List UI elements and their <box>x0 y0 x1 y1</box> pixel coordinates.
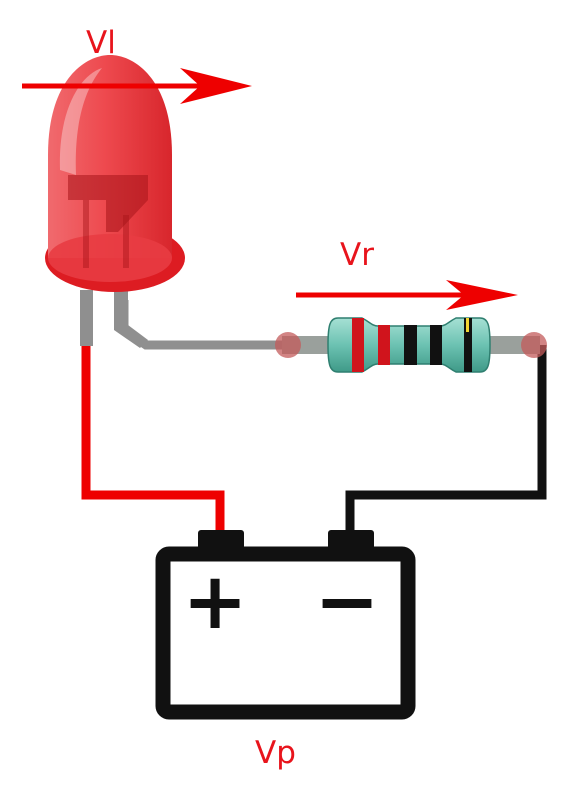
resistor-band-gold <box>466 318 469 332</box>
led-highlight <box>59 68 102 175</box>
resistor-band-1 <box>352 318 364 372</box>
resistor-band-5 <box>464 318 472 372</box>
led-internal-anvil <box>68 175 148 232</box>
resistor <box>275 317 547 373</box>
resistor-band-4 <box>430 325 442 365</box>
label-led-voltage: Vl <box>86 25 116 61</box>
battery-plus-sign: + <box>182 557 247 647</box>
label-battery-voltage: Vp <box>255 735 296 771</box>
resistor-end-left <box>275 332 301 358</box>
led-cathode-lead <box>114 290 148 348</box>
arrow-led-voltage <box>22 68 252 104</box>
battery-body <box>155 546 416 720</box>
resistor-band-2 <box>378 325 390 365</box>
wire-negative <box>345 345 547 532</box>
wire-positive <box>81 345 225 532</box>
wire-led-to-resistor <box>119 300 286 350</box>
label-resistor-voltage: Vr <box>340 237 374 273</box>
led <box>45 55 185 348</box>
led-bottom-rim <box>48 234 172 282</box>
battery: + − <box>155 530 416 720</box>
resistor-band-3 <box>404 325 417 365</box>
led-anode-lead <box>80 290 93 346</box>
arrow-resistor-voltage <box>296 280 518 310</box>
battery-minus-sign: − <box>314 557 379 647</box>
resistor-end-right <box>521 332 547 358</box>
